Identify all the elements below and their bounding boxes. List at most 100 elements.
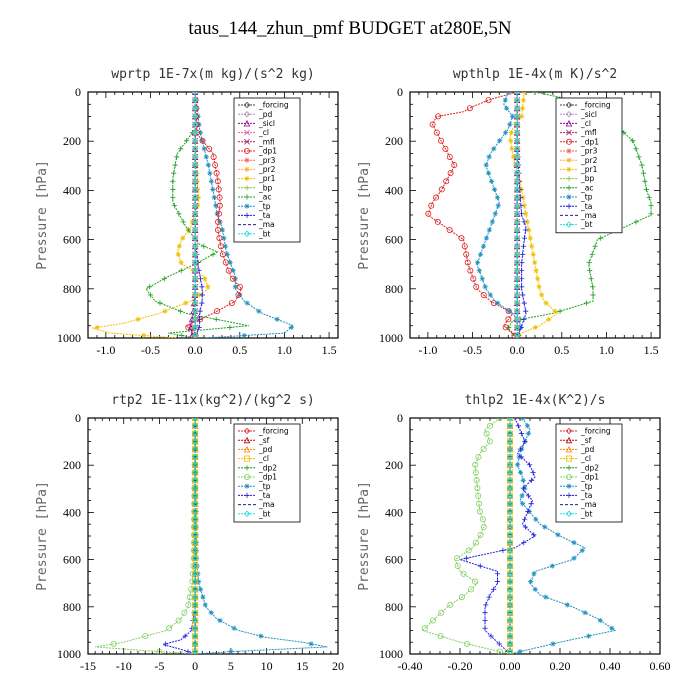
legend-entry-pd: _pd	[580, 445, 595, 454]
data-point	[522, 438, 528, 444]
data-point	[472, 461, 479, 468]
page-title: taus_144_zhun_pmf BUDGET at280E,5N	[188, 18, 512, 39]
data-point	[539, 292, 545, 298]
legend-marker	[566, 129, 572, 136]
data-point	[494, 194, 501, 201]
legend-marker	[244, 166, 250, 172]
data-point	[646, 194, 652, 201]
data-point	[191, 178, 199, 185]
legend-marker	[566, 473, 573, 480]
legend-marker	[565, 436, 573, 444]
data-point	[529, 243, 535, 249]
data-point	[506, 640, 514, 648]
data-point	[470, 275, 477, 282]
data-point	[506, 539, 514, 546]
data-point	[191, 438, 199, 445]
data-point	[191, 640, 199, 648]
data-point	[528, 501, 534, 507]
data-point	[200, 594, 206, 600]
y-tick-label: 600	[63, 553, 81, 567]
data-point	[506, 547, 514, 554]
x-tick-label: 20	[332, 659, 344, 673]
data-point	[210, 186, 216, 193]
data-point	[513, 316, 521, 323]
data-point	[506, 484, 514, 492]
y-tick-label: 800	[63, 600, 81, 614]
data-point	[202, 276, 208, 282]
data-point	[178, 259, 184, 266]
data-point	[191, 92, 199, 96]
data-point	[495, 300, 501, 306]
data-point	[229, 275, 236, 282]
legend-marker	[565, 427, 573, 435]
legend-marker	[566, 455, 573, 462]
legend-entry-sicl: _sicl	[258, 119, 275, 128]
legend-marker	[244, 185, 250, 191]
legend-entry-tp: _tp	[580, 193, 593, 202]
y-tick-label: 400	[63, 183, 81, 197]
legend-marker	[244, 212, 250, 218]
data-point	[542, 524, 548, 530]
y-tick-label: 200	[63, 458, 81, 472]
legend-entry-dp1: _dp1	[580, 137, 599, 146]
data-point	[532, 92, 538, 95]
data-point	[228, 300, 235, 307]
data-point	[191, 210, 199, 217]
data-point	[219, 227, 226, 233]
panel-thlp2: thlp2 1E-4x(K^2)/s Pressure [hPa] 0 200 400 6…	[357, 393, 671, 673]
data-point	[421, 625, 428, 632]
data-point	[521, 203, 527, 209]
data-point	[443, 178, 450, 185]
data-point	[191, 194, 199, 201]
data-point	[480, 243, 487, 249]
legend-marker	[243, 147, 250, 154]
data-point	[166, 625, 173, 632]
data-point	[191, 531, 199, 538]
legend-marker	[243, 436, 251, 444]
data-point	[640, 170, 647, 176]
data-point	[482, 284, 488, 290]
data-point	[506, 516, 514, 523]
data-point	[178, 146, 184, 152]
data-point	[506, 617, 514, 624]
data-point	[147, 284, 153, 290]
data-point	[191, 625, 199, 632]
y-axis-label: Pressure [hPa]	[35, 160, 50, 270]
data-point	[532, 586, 538, 592]
legend-entry-ta: _ta	[258, 491, 270, 500]
data-point	[197, 292, 203, 298]
data-point	[191, 508, 199, 515]
data-point	[191, 316, 199, 323]
legend-entry-dp1: _dp1	[580, 473, 599, 482]
data-point	[191, 105, 199, 112]
data-point	[433, 194, 440, 201]
data-point	[199, 138, 205, 144]
data-point	[519, 430, 525, 437]
data-point	[510, 154, 517, 160]
data-point	[513, 210, 521, 217]
data-point	[513, 145, 521, 152]
data-point	[486, 594, 492, 600]
legend-entry-bp: _bp	[580, 174, 595, 183]
data-point	[543, 594, 549, 600]
panel-wpthlp: wpthlp 1E-4x(m K)/s^2 Pressure [hPa] 0 200 4…	[357, 67, 661, 357]
data-point	[185, 227, 191, 233]
legend-entry-bp: _bp	[258, 183, 273, 192]
data-point	[191, 539, 199, 546]
data-point	[191, 161, 199, 169]
data-point	[535, 276, 541, 282]
data-point	[446, 153, 453, 160]
data-point	[482, 617, 488, 624]
data-point	[506, 469, 514, 476]
data-point	[521, 316, 527, 322]
data-point	[506, 625, 514, 632]
data-point	[489, 219, 495, 225]
data-point	[224, 251, 230, 257]
data-point	[555, 532, 561, 538]
series-line-ac	[507, 92, 652, 338]
data-point	[191, 632, 199, 640]
data-point	[458, 594, 465, 601]
data-point	[222, 243, 228, 249]
data-point	[235, 291, 242, 298]
legend-marker	[566, 157, 572, 163]
